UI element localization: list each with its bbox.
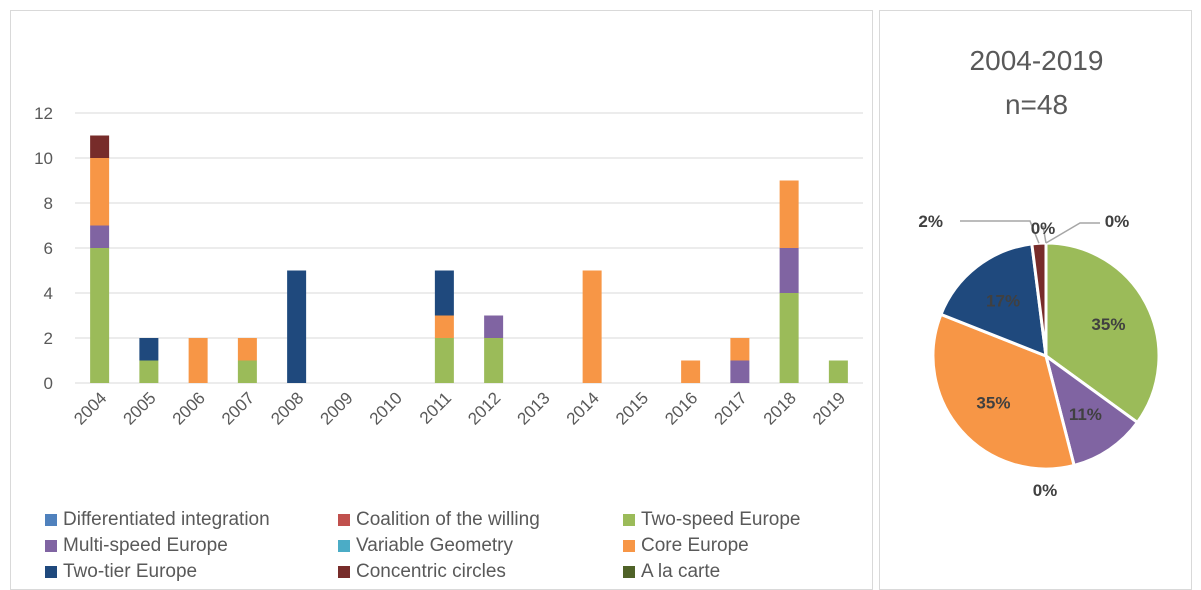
y-tick-label: 2 [44,329,53,348]
bar-segment [779,180,799,248]
bar-segment [90,158,110,226]
x-tick-label: 2004 [70,388,110,428]
pie-leader-line [1042,225,1047,244]
x-tick-label: 2014 [563,388,603,428]
legend-label: Multi-speed Europe [63,535,228,556]
legend-label: Concentric circles [356,561,506,582]
legend-item: Core Europe [623,535,749,557]
pie-data-label: 35% [976,393,1010,412]
legend-item: Two-speed Europe [623,509,801,531]
bar-segment [730,338,750,361]
legend-swatch [45,514,57,526]
legend-row: Multi-speed Europe Variable Geometry Core … [45,533,845,559]
x-tick-label: 2011 [416,388,455,427]
pie-slice [1043,352,1140,468]
pie-data-label: 2% [918,212,943,231]
bar-segment [730,360,750,383]
x-tick-label: 2012 [464,388,504,428]
bar-segment [681,360,701,383]
x-tick-label: 2015 [612,388,652,428]
pie-chart-panel: 2004-2019 n=48 35% 11% 0% 35% 17% 2% 0% 0% [879,10,1192,590]
pie-leader-line [960,220,1040,244]
pie-slice [1044,241,1161,425]
legend-row: Two-tier Europe Concentric circles A la ca… [45,559,845,585]
x-tick-label: 2017 [711,388,751,428]
legend-item: Two-tier Europe [45,561,338,583]
bar-segment [828,360,848,383]
bar-segment [484,338,504,383]
x-tick-label: 2010 [366,388,406,428]
legend-swatch [45,566,57,578]
bar-chart-legend: Differentiated integration Coalition of t… [45,507,845,585]
legend-label: Coalition of the willing [356,509,540,530]
bar-segment [434,338,454,383]
bar-segment [90,225,110,248]
legend-swatch [623,566,635,578]
x-tick-label: 2009 [317,388,357,428]
x-tick-label: 2013 [514,388,554,428]
legend-swatch [338,566,350,578]
bar-segment [139,360,159,383]
legend-item: Multi-speed Europe [45,535,338,557]
bar-chart-panel: 0 2 4 6 8 10 12 2004 2005 2006 2007 2008 2009 2010 201… [10,10,873,590]
stacked-bar-chart: 0 2 4 6 8 10 12 2004 2005 2006 2007 2008 2009 2010 201… [34,104,863,429]
bar-segment [90,248,110,383]
pie-slice [938,242,1048,359]
y-tick-label: 4 [44,284,53,303]
pie-leader-line [1045,222,1100,244]
legend-item: Differentiated integration [45,509,338,531]
x-tick-label: 2018 [760,388,800,428]
bar-segment [237,338,257,361]
legend-item: Variable Geometry [338,535,623,557]
pie-title-line-1: 2004-2019 [969,45,1104,76]
legend-swatch [338,514,350,526]
y-tick-label: 12 [34,104,53,123]
legend-label: Variable Geometry [356,535,513,556]
bar-segment [779,248,799,293]
pie-data-label: 0% [1033,481,1058,500]
y-tick-label: 8 [44,194,53,213]
legend-label: Two-speed Europe [641,509,801,530]
pie-data-label: 0% [1031,219,1056,238]
legend-item: Concentric circles [338,561,623,583]
bar-segment [484,315,504,338]
pie-data-label: 35% [1091,315,1125,334]
bar-segment [139,338,159,361]
pie-chart: 35% 11% 0% 35% 17% 2% 0% 0% [918,212,1161,500]
x-tick-label: 2019 [809,388,849,428]
legend-swatch [623,540,635,552]
bar-segment [434,270,454,316]
bar-segment [90,135,110,158]
bar-segment [434,315,454,338]
bar-segment [779,293,799,383]
pie-data-label: 17% [986,292,1020,311]
x-tick-label: 2006 [169,388,209,428]
y-tick-label: 6 [44,239,53,258]
bar-segment [287,270,307,383]
legend-label: Differentiated integration [63,509,270,530]
legend-item: Coalition of the willing [338,509,623,531]
pie-title-line-2: n=48 [1004,89,1069,120]
legend-label: Two-tier Europe [63,561,198,582]
bar-segment [188,338,208,383]
y-tick-label: 10 [34,149,53,168]
legend-label: A la carte [641,561,721,582]
legend-item: A la carte [623,561,720,583]
y-tick-label: 0 [44,374,53,393]
pie-slice [931,312,1076,471]
x-tick-label: 2016 [661,388,701,428]
x-tick-label: 2008 [267,388,307,428]
legend-swatch [338,540,350,552]
legend-swatch [45,540,57,552]
x-tick-label: 2005 [120,388,160,428]
bar-segment [582,270,602,383]
pie-data-label: 11% [1069,405,1102,424]
legend-label: Core Europe [641,535,749,556]
x-tick-label: 2007 [218,388,258,428]
legend-swatch [623,514,635,526]
bar-segment [237,360,257,383]
pie-data-label: 0% [1105,212,1130,231]
legend-row: Differentiated integration Coalition of t… [45,507,845,533]
